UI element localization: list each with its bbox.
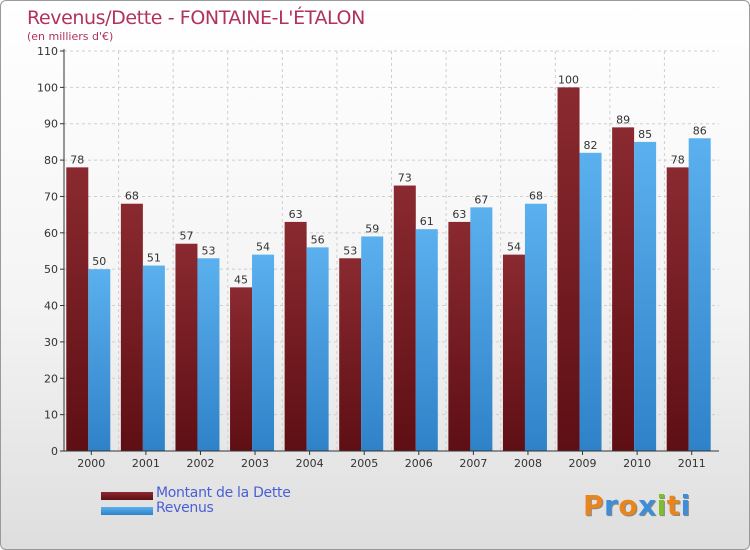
xtick-label-2008: 2008 xyxy=(514,457,542,470)
bar-revenus-2007 xyxy=(470,207,493,451)
proxiti-logo: Proxiti xyxy=(583,489,691,522)
data-label-revenus-2008: 68 xyxy=(529,190,543,203)
data-label-dette-2009: 100 xyxy=(558,73,579,86)
xtick-label-2009: 2009 xyxy=(569,457,597,470)
xtick-label-2011: 2011 xyxy=(678,457,706,470)
bar-dette-2001 xyxy=(120,203,143,451)
xtick-label-2001: 2001 xyxy=(132,457,160,470)
xtick-label-2002: 2002 xyxy=(186,457,214,470)
bar-dette-2006 xyxy=(393,185,416,451)
xtick-label-2000: 2000 xyxy=(77,457,105,470)
logo-letter: i xyxy=(680,489,691,522)
bar-dette-2000 xyxy=(66,167,89,451)
ytick-label-50: 50 xyxy=(44,263,58,276)
logo-letter: t xyxy=(666,489,681,522)
bar-revenus-2009 xyxy=(579,152,602,451)
data-label-revenus-2006: 61 xyxy=(420,215,434,228)
ytick-label-80: 80 xyxy=(44,154,58,167)
data-label-revenus-2010: 85 xyxy=(638,128,652,141)
bar-revenus-2001 xyxy=(142,265,165,451)
bar-revenus-2005 xyxy=(361,236,384,451)
ytick-label-10: 10 xyxy=(44,409,58,422)
legend-label-dette: Montant de la Dette xyxy=(156,485,291,501)
bar-dette-2009 xyxy=(557,87,580,451)
bar-dette-2004 xyxy=(284,221,307,451)
data-label-revenus-2005: 59 xyxy=(365,222,379,235)
bar-revenus-2004 xyxy=(306,247,329,451)
bar-revenus-2010 xyxy=(634,141,657,451)
ytick-label-60: 60 xyxy=(44,227,58,240)
bar-dette-2008 xyxy=(502,254,525,451)
legend-swatch-revenus xyxy=(101,507,153,515)
xtick-label-2003: 2003 xyxy=(241,457,269,470)
bar-revenus-2003 xyxy=(252,254,275,451)
ytick-label-90: 90 xyxy=(44,118,58,131)
bar-dette-2011 xyxy=(666,167,689,451)
data-label-dette-2007: 63 xyxy=(452,208,466,221)
xtick-label-2005: 2005 xyxy=(350,457,378,470)
chart-title: Revenus/Dette - FONTAINE-L'ÉTALON xyxy=(27,7,365,29)
ytick-label-40: 40 xyxy=(44,300,58,313)
data-label-dette-2000: 78 xyxy=(70,153,84,166)
bar-revenus-2011 xyxy=(688,138,711,452)
labels-layer: 78 50 68 51 57 53 45 54 63 56 53 59 73 61 63 67 54 68 100 8… xyxy=(70,73,706,286)
grid-layer xyxy=(64,50,719,452)
xtick-label-2004: 2004 xyxy=(296,457,324,470)
bar-dette-2005 xyxy=(339,258,362,451)
xtick-label-2007: 2007 xyxy=(459,457,487,470)
bar-revenus-2006 xyxy=(415,229,438,451)
bar-dette-2003 xyxy=(230,287,253,451)
data-label-dette-2006: 73 xyxy=(398,172,412,185)
bar-dette-2007 xyxy=(448,221,471,451)
ytick-label-0: 0 xyxy=(51,445,58,458)
xtick-label-2006: 2006 xyxy=(405,457,433,470)
bar-dette-2002 xyxy=(175,243,198,451)
ytick-label-110: 110 xyxy=(37,45,58,58)
data-label-dette-2008: 54 xyxy=(507,241,521,254)
data-label-dette-2001: 68 xyxy=(125,190,139,203)
xtick-label-2010: 2010 xyxy=(623,457,651,470)
data-label-dette-2003: 45 xyxy=(234,273,248,286)
data-label-revenus-2007: 67 xyxy=(474,193,488,206)
chart-subtitle: (en milliers d'€) xyxy=(27,30,114,43)
axis-layer: 0 10 20 30 40 50 60 70 80 90 100 110 2000 2001 2002 200… xyxy=(37,45,719,470)
data-label-revenus-2009: 82 xyxy=(584,139,598,152)
bars-layer xyxy=(66,87,711,452)
data-label-revenus-2004: 56 xyxy=(311,233,325,246)
bar-revenus-2008 xyxy=(524,203,547,451)
data-label-dette-2010: 89 xyxy=(616,113,630,126)
bar-revenus-2002 xyxy=(197,258,220,451)
logo-letter: o xyxy=(618,489,639,522)
logo-letter: x xyxy=(638,489,657,522)
data-label-revenus-2003: 54 xyxy=(256,241,270,254)
logo-letter: r xyxy=(604,489,619,522)
data-label-revenus-2002: 53 xyxy=(201,244,215,257)
ytick-label-30: 30 xyxy=(44,336,58,349)
ytick-label-100: 100 xyxy=(37,81,58,94)
bar-dette-2010 xyxy=(612,127,635,451)
data-label-revenus-2001: 51 xyxy=(147,252,161,265)
logo-letter: i xyxy=(656,489,667,522)
legend-swatch-dette xyxy=(101,492,153,500)
data-label-dette-2011: 78 xyxy=(671,153,685,166)
ytick-label-20: 20 xyxy=(44,372,58,385)
data-label-revenus-2000: 50 xyxy=(92,255,106,268)
data-label-dette-2002: 57 xyxy=(179,230,193,243)
data-label-revenus-2011: 86 xyxy=(693,124,707,137)
bar-revenus-2000 xyxy=(88,269,111,451)
logo-letter: P xyxy=(583,489,605,522)
data-label-dette-2005: 53 xyxy=(343,244,357,257)
ytick-label-70: 70 xyxy=(44,190,58,203)
data-label-dette-2004: 63 xyxy=(289,208,303,221)
legend-label-revenus: Revenus xyxy=(156,500,214,516)
